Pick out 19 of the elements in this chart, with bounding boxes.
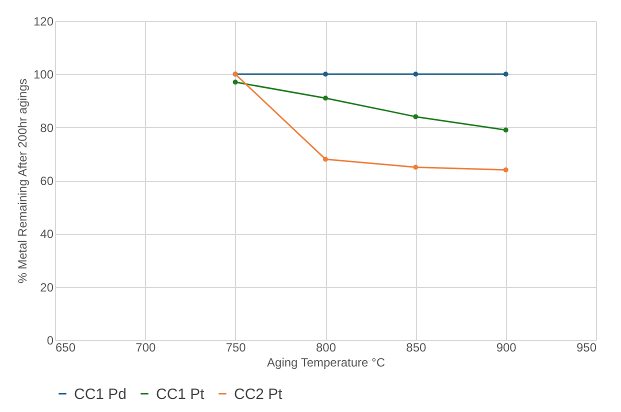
y-tick-label: 80 — [40, 120, 54, 135]
x-tick-label: 700 — [136, 340, 156, 354]
legend-label: CC2 Pt — [234, 386, 284, 403]
x-tick-label: 750 — [226, 340, 246, 354]
y-tick-label: 40 — [40, 227, 54, 242]
x-tick-label: 900 — [496, 340, 517, 354]
y-tick-label: 100 — [33, 68, 54, 82]
legend-label: CC1 Pt — [156, 386, 206, 403]
x-tick-label: 950 — [576, 340, 597, 354]
y-tick-label: 60 — [40, 174, 54, 188]
y-tick-label: 0 — [46, 334, 54, 348]
x-axis-title: Aging Temperature °C — [267, 356, 386, 370]
x-tick-label: 800 — [316, 340, 336, 354]
x-tick-label: 650 — [56, 340, 76, 354]
y-axis-title: % Metal Remaining After 200hr agings — [15, 78, 30, 284]
legend-label: CC1 Pd — [74, 386, 127, 403]
y-tick-label: 20 — [40, 280, 54, 294]
x-tick-label: 850 — [406, 340, 426, 354]
y-tick-label: 120 — [33, 14, 54, 28]
